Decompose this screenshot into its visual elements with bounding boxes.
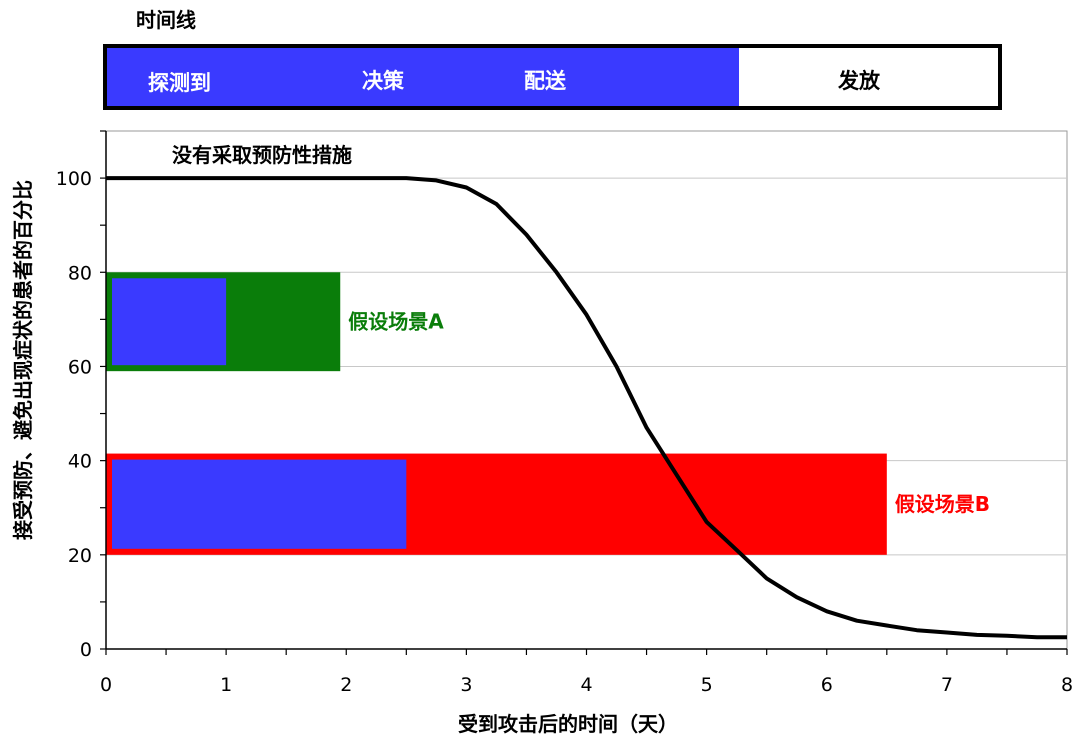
scenario-boxes: 假设场景A 假设场景B (106, 272, 990, 555)
y-tick-label: 40 (68, 451, 92, 473)
x-tick-label: 4 (580, 674, 592, 696)
x-tick-label: 5 (701, 674, 713, 696)
series-label: 没有采取预防性措施 (172, 143, 352, 167)
y-tick-label: 60 (68, 356, 92, 378)
x-axis-label: 受到攻击后的时间（天） (458, 712, 678, 736)
x-tick-label: 2 (340, 674, 352, 696)
y-tick-label: 80 (68, 262, 92, 284)
scenario-inner-box-1 (112, 459, 407, 549)
x-tick-label: 1 (220, 674, 232, 696)
series-line-0 (106, 176, 1067, 640)
timeline-border (103, 44, 1002, 110)
timeline-phase-detect: 探测到 (148, 71, 211, 95)
scenario-inner-box-0 (112, 278, 227, 366)
timeline-phase-deliver: 配送 (524, 69, 567, 93)
timeline-white-segment (739, 46, 1000, 108)
x-tick-label: 3 (460, 674, 472, 696)
timeline-bar: 探测到 决策 配送 发放 (103, 44, 1002, 110)
plot-frame (105, 130, 1068, 650)
x-tick-label: 8 (1061, 674, 1073, 696)
series-lines (106, 176, 1067, 640)
timeline-phase-decide: 决策 (362, 69, 405, 93)
timeline-blue-segment (105, 46, 739, 108)
y-axis-label: 接受预防、避免出现症状的患者的百分比 (11, 180, 35, 540)
scenario-label-0: 假设场景A (348, 310, 444, 334)
y-tick-label: 20 (68, 545, 92, 567)
x-tick-label: 7 (941, 674, 953, 696)
scenario-label-1: 假设场景B (895, 492, 990, 516)
y-tick-label: 0 (80, 639, 92, 661)
timeline-title: 时间线 (136, 8, 196, 32)
x-tick-label: 6 (821, 674, 833, 696)
x-tick-label: 0 (100, 674, 112, 696)
timeline-phase-dispense: 发放 (837, 69, 881, 93)
y-tick-label: 100 (56, 168, 92, 190)
